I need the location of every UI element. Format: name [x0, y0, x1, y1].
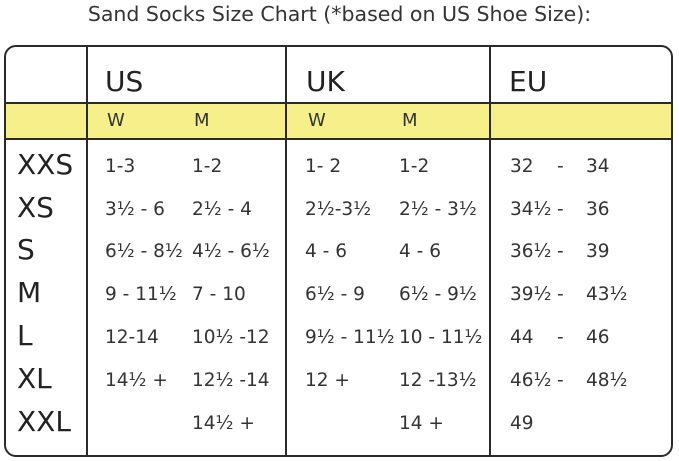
eu-to-value: 46	[586, 327, 610, 348]
header-us: US	[105, 65, 144, 98]
size-label: L	[17, 319, 33, 352]
uk-m-value: 1-2	[399, 156, 430, 177]
uk-w-value: 4 - 6	[305, 241, 347, 262]
size-label: XS	[17, 191, 54, 224]
uk-w-value: 1- 2	[305, 156, 342, 177]
us-m-value: 4½ - 6½	[192, 241, 270, 262]
uk-m-value: 4 - 6	[399, 241, 441, 262]
subheader-uk-w: W	[308, 110, 326, 131]
uk-m-value: 12 -13½	[399, 370, 477, 391]
eu-dash: -	[557, 327, 564, 348]
header-divider	[6, 102, 671, 104]
header-eu: EU	[509, 65, 548, 98]
uk-w-value: 9½ - 11½	[305, 327, 395, 348]
eu-dash: -	[557, 370, 564, 391]
uk-w-value: 6½ - 9	[305, 284, 365, 305]
header-uk: UK	[306, 65, 345, 98]
size-label: S	[17, 233, 35, 266]
us-m-value: 14½ +	[192, 413, 255, 434]
eu-to-value: 43½	[586, 284, 628, 305]
us-w-value: 12-14	[105, 327, 159, 348]
eu-from-value: 36½	[510, 241, 552, 262]
uk-w-value: 2½-3½	[305, 199, 372, 220]
eu-to-value: 36	[586, 199, 610, 220]
eu-to-value: 48½	[586, 370, 628, 391]
us-w-value: 14½ +	[105, 370, 168, 391]
size-label: XL	[17, 362, 52, 395]
size-label: XXS	[17, 148, 74, 181]
size-label: M	[17, 276, 42, 309]
column-divider	[489, 47, 491, 455]
uk-m-value: 14 +	[399, 413, 444, 434]
eu-to-value: 39	[586, 241, 610, 262]
us-w-value: 9 - 11½	[105, 284, 177, 305]
uk-w-value: 12 +	[305, 370, 350, 391]
uk-m-value: 6½ - 9½	[399, 284, 477, 305]
eu-from-value: 39½	[510, 284, 552, 305]
subheader-uk-m: M	[402, 110, 418, 131]
eu-dash: -	[557, 284, 564, 305]
column-divider	[285, 47, 287, 455]
chart-title: Sand Socks Size Chart (*based on US Shoe…	[87, 2, 592, 26]
subheader-divider	[6, 138, 671, 140]
uk-m-value: 10 - 11½	[399, 327, 483, 348]
us-m-value: 10½ -12	[192, 327, 270, 348]
us-w-value: 6½ - 8½	[105, 241, 183, 262]
us-m-value: 1-2	[192, 156, 223, 177]
us-w-value: 3½ - 6	[105, 199, 165, 220]
uk-m-value: 2½ - 3½	[399, 199, 477, 220]
size-table: US UK EU W M W M XXS 1-3 1-2 1- 2 1-2 32 - 34 XS…	[4, 45, 673, 457]
eu-from-value: 44	[510, 327, 534, 348]
subheader-band	[6, 104, 671, 138]
us-m-value: 2½ - 4	[192, 199, 252, 220]
subheader-us-w: W	[107, 110, 125, 131]
size-label: XXL	[17, 405, 71, 438]
us-m-value: 7 - 10	[192, 284, 246, 305]
eu-dash: -	[557, 156, 564, 177]
column-divider	[86, 47, 88, 455]
us-m-value: 12½ -14	[192, 370, 270, 391]
eu-from-value: 34½	[510, 199, 552, 220]
us-w-value: 1-3	[105, 156, 136, 177]
subheader-us-m: M	[194, 110, 210, 131]
eu-from-value: 32	[510, 156, 534, 177]
eu-from-value: 46½	[510, 370, 552, 391]
eu-dash: -	[557, 199, 564, 220]
eu-to-value: 34	[586, 156, 610, 177]
eu-dash: -	[557, 241, 564, 262]
eu-from-value: 49	[510, 413, 534, 434]
